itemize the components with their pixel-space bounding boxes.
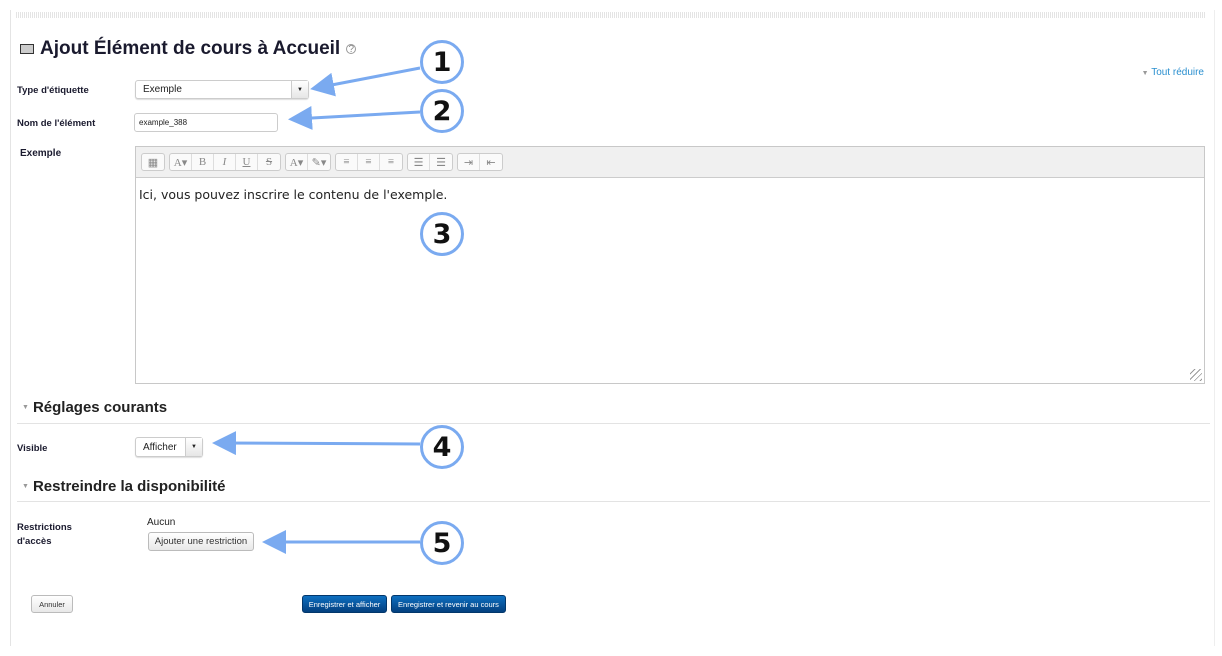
visible-value: Afficher [143,441,177,453]
annotation-marker-2: 2 [420,89,464,133]
editor-content[interactable]: Ici, vous pouvez inscrire le contenu de … [139,187,448,202]
label-type-select[interactable]: Exemple ▼ [135,80,309,99]
page-frame [10,10,1215,646]
label-type-value: Exemple [143,84,182,95]
collapse-all-text: Tout réduire [1151,67,1204,78]
align-center-icon[interactable]: ≡ [358,154,380,170]
dropdown-arrow-icon: ▼ [291,81,308,98]
divider [17,423,1210,424]
save-and-display-button[interactable]: Enregistrer et afficher [302,595,387,613]
visible-select[interactable]: Afficher ▼ [135,437,203,457]
resize-handle[interactable] [1190,369,1202,381]
module-icon [20,44,34,54]
table-icon[interactable]: ▦ [147,156,159,169]
restrictions-label-line1: Restrictions [17,522,72,533]
cancel-button[interactable]: Annuler [31,595,73,613]
restrictions-value: Aucun [147,517,176,528]
section-heading: Réglages courants [32,399,168,416]
editor-toolbar: ▦ A▾ B I U S A▾ ✎▾ ≡ ≡ ≡ ☰ ☰ ⇥ ⇤ [136,147,1204,178]
editor-label: Exemple [20,148,62,159]
align-right-icon[interactable]: ≡ [387,156,395,168]
collapse-triangle-icon: ▼ [22,483,29,490]
name-input[interactable]: example_388 [134,113,278,132]
page-title: Ajout Élément de cours à Accueil? [20,38,357,60]
annotation-marker-4: 4 [420,425,464,469]
outdent-icon[interactable]: ⇤ [486,156,496,169]
save-and-return-button[interactable]: Enregistrer et revenir au cours [391,595,506,613]
section-common-settings[interactable]: ▼ Réglages courants [22,399,167,416]
bullet-list-icon[interactable]: ☰ [408,154,430,170]
indent-icon[interactable]: ⇥ [458,154,480,170]
triangle-down-icon: ▼ [1141,70,1149,77]
collapse-all-link[interactable]: ▼ Tout réduire [1142,67,1204,78]
bold-icon[interactable]: B [192,154,214,170]
name-label: Nom de l'élément [17,118,96,129]
annotation-marker-1: 1 [420,40,464,84]
rich-text-editor[interactable]: ▦ A▾ B I U S A▾ ✎▾ ≡ ≡ ≡ ☰ ☰ ⇥ ⇤ Ici, vous pouvez… [135,146,1205,384]
label-type-label: Type d'étiquette [17,85,89,96]
page-title-text: Ajout Élément de cours à Accueil [40,38,341,59]
annotation-marker-5: 5 [420,521,464,565]
background-color-icon[interactable]: ✎▾ [311,156,327,169]
italic-icon[interactable]: I [214,154,236,170]
restrictions-label-line2: d'accès [17,536,52,547]
numbered-list-icon[interactable]: ☰ [436,156,446,169]
name-input-value: example_388 [139,118,188,127]
restrictions-label: Restrictions d'accès [17,521,72,549]
text-color-icon[interactable]: A▾ [286,154,308,170]
add-restriction-button[interactable]: Ajouter une restriction [148,532,254,551]
header-divider [16,12,1206,18]
dropdown-arrow-icon: ▼ [185,438,202,456]
collapse-triangle-icon: ▼ [22,404,29,411]
annotation-marker-3: 3 [420,212,464,256]
align-left-icon[interactable]: ≡ [336,154,358,170]
divider [17,501,1210,502]
underline-icon[interactable]: U [236,154,258,170]
section-heading: Restreindre la disponibilité [32,478,226,495]
section-restrict-availability[interactable]: ▼ Restreindre la disponibilité [22,478,225,495]
visible-label: Visible [17,443,48,454]
font-size-icon[interactable]: A▾ [170,154,192,170]
strikethrough-icon[interactable]: S [265,156,273,168]
help-icon[interactable]: ? [346,44,357,55]
